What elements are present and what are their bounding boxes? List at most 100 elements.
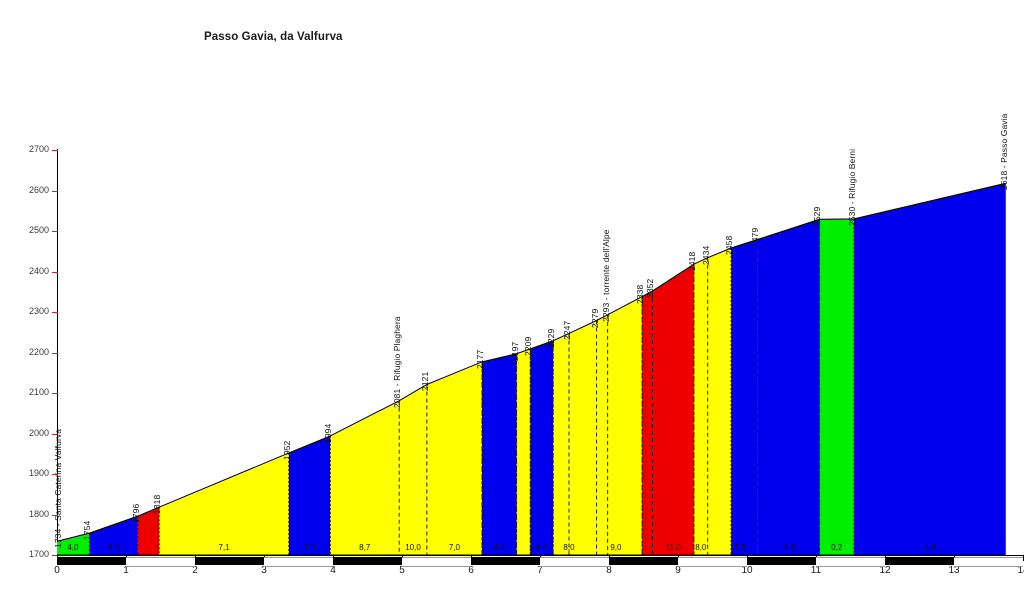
profile-point-label: 2418 bbox=[686, 251, 697, 272]
x-axis-tick-label: 4 bbox=[330, 565, 336, 576]
profile-point-label: 2479 bbox=[750, 227, 761, 247]
x-axis-tick-label: 13 bbox=[948, 565, 960, 576]
profile-point-label: 2434 bbox=[700, 245, 711, 265]
profile-segment bbox=[530, 340, 554, 555]
gradient-label: 4,0 bbox=[493, 543, 505, 552]
profile-outline bbox=[56, 182, 1006, 542]
profile-point-label: 2177 bbox=[475, 349, 486, 369]
profile-segment bbox=[57, 533, 90, 555]
km-ruler-cell bbox=[264, 557, 333, 567]
profile-segment bbox=[288, 435, 331, 555]
x-axis-tick-label: 12 bbox=[879, 565, 891, 576]
x-axis-tick-label: 6 bbox=[468, 565, 474, 576]
profile-segment bbox=[553, 333, 569, 555]
profile-segment bbox=[516, 348, 531, 555]
page-title: Passo Gavia, da Valfurva bbox=[204, 31, 343, 43]
profile-segment bbox=[607, 296, 643, 555]
y-axis-tick bbox=[52, 555, 58, 556]
gradient-label: 11,0 bbox=[665, 543, 681, 552]
gradient-label: 7,1 bbox=[218, 543, 230, 552]
x-axis-tick-label: 14 bbox=[1017, 565, 1024, 576]
km-ruler-cell bbox=[540, 557, 609, 567]
profile-segment bbox=[568, 320, 597, 555]
gradient-label: 8,7 bbox=[359, 543, 371, 552]
gradient-label: 7,0 bbox=[448, 543, 460, 552]
profile-segment bbox=[707, 248, 732, 555]
gradient-label: 10,0 bbox=[405, 543, 421, 552]
gradient-label: 6,0 bbox=[535, 543, 547, 552]
y-axis-tick-label: 2700 bbox=[28, 144, 49, 154]
x-axis-tick-label: 3 bbox=[261, 565, 267, 576]
profile-point-label: 2081 - Rifugio Plaghera bbox=[392, 316, 403, 408]
km-ruler-cell bbox=[747, 557, 816, 565]
profile-segment bbox=[731, 239, 758, 555]
x-axis-tick-label: 9 bbox=[675, 565, 681, 576]
gradient-label: 6,0 bbox=[108, 543, 120, 552]
profile-point-label: 2229 bbox=[546, 328, 557, 348]
km-ruler-cell bbox=[816, 557, 885, 567]
profile-segment bbox=[330, 400, 400, 555]
y-axis-tick bbox=[52, 231, 58, 232]
profile-segment bbox=[89, 516, 138, 555]
y-axis-tick bbox=[52, 474, 58, 475]
y-axis-tick bbox=[52, 150, 58, 151]
x-axis-tick-label: 11 bbox=[810, 565, 822, 576]
km-ruler-cell bbox=[402, 557, 471, 567]
profile-segment bbox=[482, 353, 517, 555]
y-axis-tick-label: 2300 bbox=[28, 306, 49, 316]
y-axis-tick-label: 1800 bbox=[28, 508, 49, 519]
profile-segment bbox=[819, 218, 854, 555]
profile-point-label: 1796 bbox=[130, 503, 141, 524]
gradient-label: 0,2 bbox=[831, 543, 843, 552]
km-ruler-cell bbox=[954, 557, 1023, 567]
profile-segment bbox=[426, 361, 483, 555]
y-axis-tick bbox=[52, 353, 58, 354]
profile-point-label: 2197 bbox=[509, 341, 520, 361]
y-axis-line bbox=[57, 149, 58, 556]
x-axis-tick-label: 1 bbox=[123, 565, 129, 576]
km-ruler-cell bbox=[195, 557, 264, 565]
x-axis-tick-label: 5 bbox=[399, 565, 405, 576]
profile-point-label: 2121 bbox=[419, 372, 430, 392]
profile-point-label: 1754 bbox=[82, 520, 93, 541]
profile-point-label: 1734 - Santa Caterina Valfurva bbox=[52, 429, 63, 549]
x-axis-tick-label: 7 bbox=[537, 565, 543, 576]
gradient-label: 4,0 bbox=[924, 543, 936, 552]
km-ruler-cell bbox=[885, 557, 954, 565]
profile-segment bbox=[693, 257, 708, 555]
profile-segment bbox=[642, 290, 653, 555]
profile-point-label: 2458 bbox=[724, 235, 735, 255]
km-ruler-cell bbox=[57, 557, 126, 565]
profile-point-label: 2338 bbox=[635, 284, 646, 304]
y-axis-tick bbox=[52, 312, 58, 313]
km-ruler-cell bbox=[333, 557, 402, 565]
y-axis-tick-label: 1900 bbox=[28, 468, 49, 478]
profile-segment bbox=[137, 507, 160, 555]
gradient-label: 7,0 bbox=[303, 543, 316, 552]
y-axis-tick bbox=[52, 393, 58, 394]
km-ruler-cell bbox=[609, 557, 678, 565]
gradient-label: 4,0 bbox=[67, 543, 79, 552]
profile-point-label: 1952 bbox=[281, 440, 292, 460]
gradient-label: 7,0 bbox=[734, 543, 746, 552]
gradient-label: 8,0 bbox=[563, 543, 575, 552]
y-axis-tick-label: 2000 bbox=[28, 427, 49, 438]
y-axis-tick-label: 2500 bbox=[28, 225, 49, 235]
profile-point-label: 2352 bbox=[645, 278, 656, 298]
profile-point-label: 2529 bbox=[812, 206, 823, 227]
x-axis-tick-label: 10 bbox=[741, 565, 753, 576]
y-axis-tick-label: 2200 bbox=[28, 346, 49, 357]
x-axis-tick-label: 2 bbox=[192, 565, 198, 576]
x-axis-tick-label: 0 bbox=[54, 565, 60, 576]
km-ruler-cell bbox=[126, 557, 195, 567]
gradient-label: 5,6 bbox=[784, 543, 796, 552]
profile-point-label: 2209 bbox=[523, 336, 534, 356]
x-axis-tick-label: 8 bbox=[606, 565, 612, 576]
y-axis-tick bbox=[52, 272, 58, 273]
gradient-label: 8,0 bbox=[695, 543, 707, 552]
profile-point-label: 1994 bbox=[323, 423, 334, 443]
profile-segment bbox=[596, 314, 608, 555]
gradient-label: 9,0 bbox=[610, 543, 622, 552]
